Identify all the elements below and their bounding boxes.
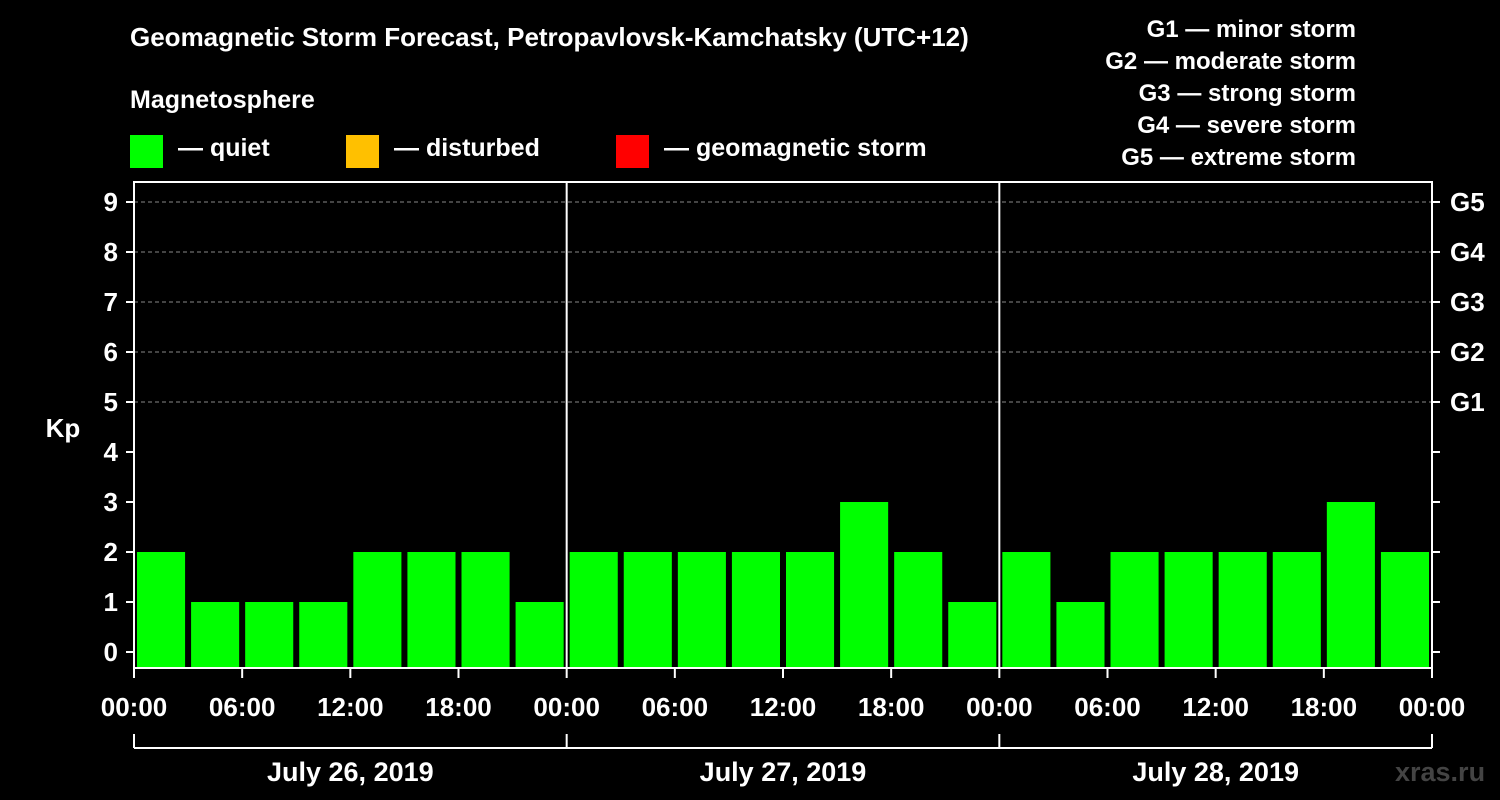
x-tick-label-6: 12:00 [750, 692, 817, 722]
x-tick-label-1: 06:00 [209, 692, 276, 722]
kp-bar-9 [623, 552, 672, 668]
kp-bar-20 [1218, 552, 1267, 668]
kp-bar-15 [948, 602, 997, 668]
kp-bar-4 [353, 552, 402, 668]
g-legend-g1: G1 — minor storm [1146, 16, 1356, 43]
g-scale-label-G1: G1 [1450, 387, 1485, 417]
y-tick-label-8: 8 [104, 237, 118, 267]
day-label-2: July 28, 2019 [1132, 757, 1299, 787]
g-scale-label-G4: G4 [1450, 237, 1485, 267]
g-legend-g3: G3 — strong storm [1138, 80, 1356, 107]
legend-heading: Magnetosphere [130, 86, 315, 114]
day-label-1: July 27, 2019 [700, 757, 867, 787]
kp-bar-0 [137, 552, 186, 668]
y-tick-label-4: 4 [104, 437, 119, 467]
legend-swatch-disturbed [346, 135, 379, 168]
kp-bar-12 [786, 552, 835, 668]
kp-bar-10 [677, 552, 726, 668]
g-scale-label-G5: G5 [1450, 187, 1485, 217]
kp-bar-16 [1002, 552, 1051, 668]
x-tick-label-9: 06:00 [1074, 692, 1141, 722]
g-scale-label-G3: G3 [1450, 287, 1485, 317]
kp-bar-17 [1056, 602, 1105, 668]
kp-bar-22 [1326, 502, 1375, 668]
kp-bar-18 [1110, 552, 1159, 668]
y-tick-label-7: 7 [104, 287, 118, 317]
chart-title: Geomagnetic Storm Forecast, Petropavlovs… [130, 22, 969, 52]
x-tick-label-11: 18:00 [1291, 692, 1358, 722]
legend-swatch-quiet [130, 135, 163, 168]
y-tick-label-5: 5 [104, 387, 118, 417]
legend-label-quiet: — quiet [178, 134, 270, 162]
y-axis-label: Kp [46, 413, 81, 443]
day-label-0: July 26, 2019 [267, 757, 434, 787]
x-tick-label-4: 00:00 [533, 692, 600, 722]
site-watermark: xras.ru [1395, 757, 1486, 787]
x-tick-label-10: 12:00 [1182, 692, 1249, 722]
kp-bar-23 [1380, 552, 1429, 668]
x-tick-label-2: 12:00 [317, 692, 384, 722]
kp-bar-7 [515, 602, 564, 668]
x-tick-label-0: 00:00 [101, 692, 168, 722]
legend-label-disturbed: — disturbed [394, 134, 540, 162]
g-legend-g2: G2 — moderate storm [1105, 48, 1356, 75]
kp-bar-14 [894, 552, 943, 668]
kp-bar-3 [299, 602, 348, 668]
kp-bar-11 [731, 552, 780, 668]
kp-bar-21 [1272, 552, 1321, 668]
x-tick-label-7: 18:00 [858, 692, 925, 722]
x-tick-label-12: 00:00 [1399, 692, 1466, 722]
kp-bar-6 [461, 552, 510, 668]
y-tick-label-0: 0 [104, 637, 118, 667]
kp-bar-13 [840, 502, 889, 668]
y-tick-label-2: 2 [104, 537, 118, 567]
kp-bar-2 [245, 602, 294, 668]
g-legend-g5: G5 — extreme storm [1121, 144, 1356, 171]
y-tick-label-9: 9 [104, 187, 118, 217]
g-legend-g4: G4 — severe storm [1137, 112, 1356, 139]
y-tick-label-6: 6 [104, 337, 118, 367]
g-scale-label-G2: G2 [1450, 337, 1485, 367]
y-tick-label-1: 1 [104, 587, 118, 617]
kp-bar-1 [191, 602, 240, 668]
kp-bar-8 [569, 552, 618, 668]
kp-bar-19 [1164, 552, 1213, 668]
y-tick-label-3: 3 [104, 487, 118, 517]
x-tick-label-8: 00:00 [966, 692, 1033, 722]
kp-bar-5 [407, 552, 456, 668]
x-tick-label-5: 06:00 [642, 692, 709, 722]
x-tick-label-3: 18:00 [425, 692, 492, 722]
legend-swatch-storm [616, 135, 649, 168]
legend-label-storm: — geomagnetic storm [664, 134, 927, 162]
